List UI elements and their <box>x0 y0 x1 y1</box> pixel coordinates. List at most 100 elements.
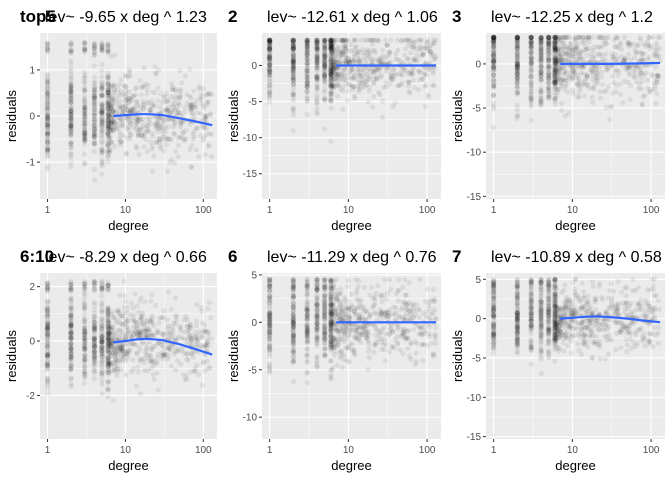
data-point <box>131 318 138 324</box>
data-point <box>322 38 328 44</box>
data-point <box>129 97 135 104</box>
data-point <box>514 35 520 41</box>
data-point <box>580 65 586 71</box>
data-point <box>322 54 328 60</box>
data-point <box>329 50 335 57</box>
data-point <box>266 56 272 62</box>
data-point <box>328 52 334 58</box>
data-point <box>68 109 74 115</box>
data-point <box>545 34 552 41</box>
data-point <box>491 34 497 41</box>
data-point <box>266 45 272 52</box>
data-point <box>131 330 137 336</box>
data-point <box>183 127 189 133</box>
data-point <box>552 62 558 68</box>
data-point <box>114 125 120 132</box>
data-point <box>491 38 497 44</box>
data-point <box>415 37 421 43</box>
data-point <box>425 48 431 54</box>
data-point <box>290 339 296 345</box>
data-point <box>68 112 74 118</box>
x-tick-label: 10 <box>343 205 355 216</box>
data-point <box>514 74 520 81</box>
data-point <box>328 303 334 309</box>
data-point <box>304 88 310 94</box>
data-point <box>266 37 272 43</box>
data-point <box>191 88 197 94</box>
data-point <box>570 45 576 51</box>
data-point <box>99 344 105 350</box>
data-point <box>552 34 558 41</box>
data-point <box>161 346 167 352</box>
data-point <box>68 123 74 130</box>
data-point <box>395 83 401 89</box>
data-point <box>290 59 296 66</box>
data-point <box>552 96 558 102</box>
data-point <box>82 357 88 364</box>
data-point <box>68 97 74 103</box>
data-point <box>491 43 497 49</box>
data-point <box>267 283 273 289</box>
data-point <box>383 84 390 90</box>
data-point <box>68 350 74 356</box>
data-point <box>170 330 176 336</box>
data-point <box>81 360 88 366</box>
data-point <box>68 329 74 335</box>
data-point <box>405 83 411 89</box>
data-point <box>91 79 98 86</box>
data-point <box>105 321 111 327</box>
data-point <box>322 313 328 319</box>
data-point <box>195 337 201 344</box>
data-point <box>45 94 51 100</box>
data-point <box>148 139 154 145</box>
data-point <box>45 353 51 359</box>
data-point <box>538 69 544 76</box>
data-point <box>117 139 124 145</box>
data-point <box>314 313 320 319</box>
data-point <box>372 69 378 76</box>
data-point <box>377 65 383 71</box>
data-point <box>349 66 355 73</box>
data-point <box>267 72 273 78</box>
data-point <box>105 111 111 117</box>
data-point <box>82 342 88 348</box>
data-point <box>304 371 310 377</box>
data-point <box>366 344 372 350</box>
data-point <box>322 41 328 47</box>
data-point <box>105 123 111 130</box>
data-point <box>157 145 163 152</box>
data-point <box>491 57 497 63</box>
data-point <box>538 63 544 69</box>
data-point <box>314 76 320 83</box>
data-point <box>562 49 568 56</box>
data-point <box>514 68 521 74</box>
data-point <box>328 325 334 331</box>
data-point <box>82 339 88 345</box>
data-point <box>120 121 126 127</box>
data-point <box>538 47 544 53</box>
data-point <box>603 88 609 94</box>
data-point <box>328 339 334 345</box>
data-point <box>588 64 595 70</box>
data-point <box>322 352 328 358</box>
data-point <box>266 312 272 318</box>
data-point <box>491 34 497 41</box>
panel-background <box>40 273 217 439</box>
data-point <box>638 37 644 43</box>
data-point <box>376 336 382 343</box>
data-point <box>528 55 535 61</box>
data-point <box>91 345 97 351</box>
data-point <box>44 285 51 291</box>
data-point <box>328 311 334 317</box>
data-point <box>304 326 310 332</box>
data-point <box>153 71 159 77</box>
data-point <box>321 40 328 46</box>
data-point <box>150 372 156 378</box>
data-point <box>118 77 124 83</box>
data-point <box>617 42 623 48</box>
data-point <box>639 55 645 61</box>
data-point <box>328 67 334 73</box>
data-point <box>134 145 140 151</box>
data-point <box>108 124 114 130</box>
data-point <box>44 131 51 137</box>
